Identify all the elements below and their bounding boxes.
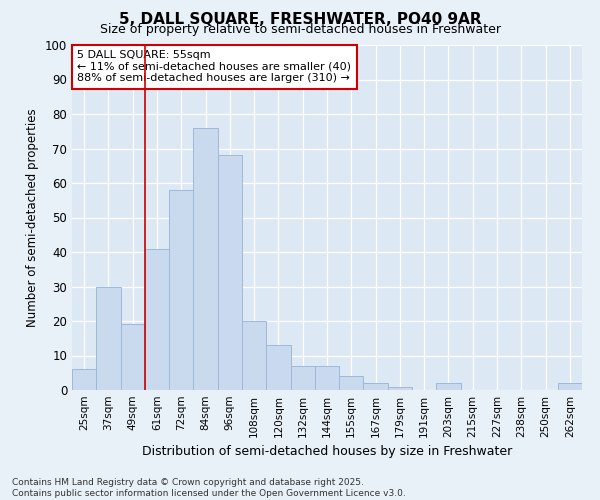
Bar <box>290 366 315 390</box>
Bar <box>339 376 364 390</box>
Bar <box>169 190 193 390</box>
Bar <box>266 345 290 390</box>
Bar <box>193 128 218 390</box>
Text: 5, DALL SQUARE, FRESHWATER, PO40 9AR: 5, DALL SQUARE, FRESHWATER, PO40 9AR <box>119 12 481 28</box>
Bar <box>315 366 339 390</box>
Bar <box>364 383 388 390</box>
Bar <box>242 321 266 390</box>
Text: Contains HM Land Registry data © Crown copyright and database right 2025.
Contai: Contains HM Land Registry data © Crown c… <box>12 478 406 498</box>
Bar <box>388 386 412 390</box>
Bar <box>436 383 461 390</box>
Bar <box>558 383 582 390</box>
Bar <box>96 286 121 390</box>
Y-axis label: Number of semi-detached properties: Number of semi-detached properties <box>26 108 40 327</box>
Bar <box>72 370 96 390</box>
Text: Size of property relative to semi-detached houses in Freshwater: Size of property relative to semi-detach… <box>100 22 500 36</box>
Bar <box>145 248 169 390</box>
Bar <box>121 324 145 390</box>
X-axis label: Distribution of semi-detached houses by size in Freshwater: Distribution of semi-detached houses by … <box>142 446 512 458</box>
Bar <box>218 156 242 390</box>
Text: 5 DALL SQUARE: 55sqm
← 11% of semi-detached houses are smaller (40)
88% of semi-: 5 DALL SQUARE: 55sqm ← 11% of semi-detac… <box>77 50 351 84</box>
